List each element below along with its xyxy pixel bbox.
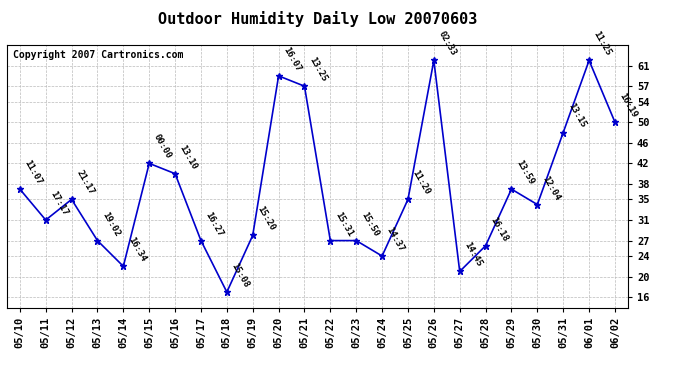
Text: 16:34: 16:34 <box>126 236 148 264</box>
Text: 11:07: 11:07 <box>23 159 44 186</box>
Text: 15:20: 15:20 <box>255 205 277 232</box>
Text: 15:50: 15:50 <box>359 210 380 238</box>
Text: 15:08: 15:08 <box>230 261 251 289</box>
Text: 14:45: 14:45 <box>462 241 484 269</box>
Text: 00:00: 00:00 <box>152 133 173 160</box>
Text: 17:17: 17:17 <box>48 189 70 217</box>
Text: 21:17: 21:17 <box>75 169 96 196</box>
Text: 16:07: 16:07 <box>282 45 303 73</box>
Text: 13:15: 13:15 <box>566 102 587 130</box>
Text: 14:37: 14:37 <box>385 225 406 253</box>
Text: 15:31: 15:31 <box>333 210 355 238</box>
Text: 16:27: 16:27 <box>204 210 225 238</box>
Text: 16:18: 16:18 <box>489 215 510 243</box>
Text: 02:33: 02:33 <box>437 30 458 58</box>
Text: 11:25: 11:25 <box>592 30 613 58</box>
Text: 13:10: 13:10 <box>178 143 199 171</box>
Text: 19:02: 19:02 <box>100 210 121 238</box>
Text: 16:19: 16:19 <box>618 92 639 119</box>
Text: 13:59: 13:59 <box>514 159 535 186</box>
Text: 13:25: 13:25 <box>307 56 328 83</box>
Text: 12:04: 12:04 <box>540 174 562 202</box>
Text: Copyright 2007 Cartronics.com: Copyright 2007 Cartronics.com <box>13 50 184 60</box>
Text: Outdoor Humidity Daily Low 20070603: Outdoor Humidity Daily Low 20070603 <box>158 11 477 27</box>
Text: 11:20: 11:20 <box>411 169 432 196</box>
